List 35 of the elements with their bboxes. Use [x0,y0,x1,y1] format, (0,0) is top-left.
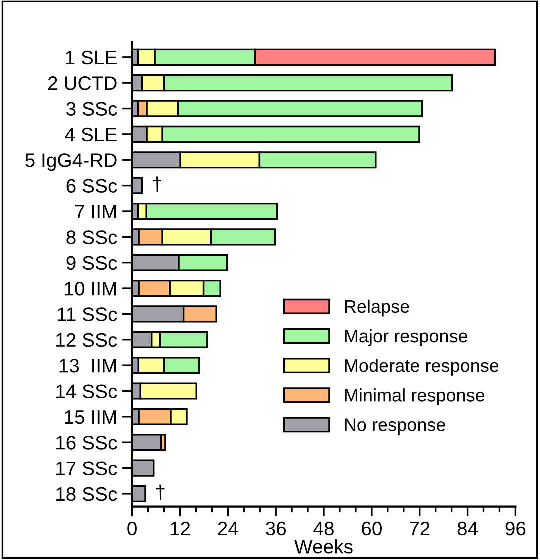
x-tick-label: 0 [128,522,137,536]
legend-label: Minimal response [345,388,485,406]
x-tick-label: 24 [218,522,238,536]
annotation: † [156,484,165,500]
legend-label: Relapse [345,300,410,317]
y-tick-label: 3 SSc [66,102,118,116]
y-tick-label: 4 SLE [65,128,117,142]
y-tick-label: 14 SSc [56,384,118,398]
y-tick-label: 12 SSc [56,333,118,348]
legend-label: No response [345,418,446,435]
y-tick-label: 8 SSc [66,230,118,244]
annotation: † [153,176,162,192]
legend-label: Major response [345,329,468,346]
x-tick-label: 84 [458,522,478,536]
y-tick-label: 5 IgG4-RD [26,154,117,172]
y-tick-label: 17 SSc [56,462,118,476]
x-tick-label: 96 [506,522,526,536]
x-tick-label: 36 [266,522,286,536]
y-tick-label: 6 SSc [66,179,118,194]
y-tick-label: 9 SSc [66,256,118,270]
x-tick-label: 48 [314,522,334,536]
y-tick-label: 13 IIM [60,359,116,373]
y-tick-label: 7 IIM [76,205,116,219]
x-tick-label: 72 [410,522,430,536]
y-tick-label: 18 SSc [56,487,118,502]
y-tick-label: 15 IIM [65,410,116,424]
x-tick-label: 12 [170,522,190,536]
y-tick-label: 10 IIM [65,282,116,296]
y-tick-label: 11 SSc [58,308,118,322]
legend-label: Moderate response [345,358,499,376]
y-tick-label: 16 SSc [56,436,118,450]
x-tick-label: 60 [362,522,382,536]
y-tick-label: 2 UCTD [48,76,117,90]
y-tick-label: 1 SLE [66,50,117,65]
x-axis-title: Weeks [294,540,353,554]
